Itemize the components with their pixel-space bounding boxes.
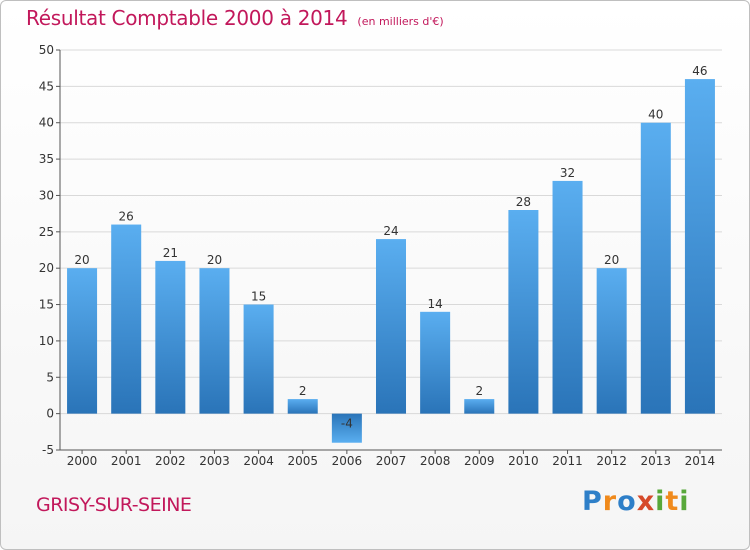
data-label-2006: -4 <box>341 417 353 431</box>
data-labels: 20 26 21 20 15 2 -4 24 14 2 28 32 20 40 46 <box>74 64 707 431</box>
data-label-2013: 40 <box>648 108 663 122</box>
y-tick-label: 50 <box>39 43 54 57</box>
bar-2012[interactable] <box>596 268 627 414</box>
logo-letter: i <box>679 486 690 517</box>
bar-2014[interactable] <box>684 79 715 414</box>
x-tick-label: 2007 <box>376 454 407 468</box>
y-tick-label: 35 <box>39 152 54 166</box>
x-tick-label: 2001 <box>111 454 142 468</box>
x-tick-label: 2014 <box>685 454 716 468</box>
y-tick-label: 20 <box>39 261 54 275</box>
data-label-2010: 28 <box>516 195 531 209</box>
y-tick-label: 45 <box>39 79 54 93</box>
y-tick-label: 10 <box>39 334 54 348</box>
bar-2003[interactable] <box>199 268 230 414</box>
bar-2002[interactable] <box>155 260 186 414</box>
logo-letter: x <box>636 486 656 517</box>
bar-2004[interactable] <box>243 304 274 414</box>
x-tick-label: 2003 <box>199 454 230 468</box>
proxiti-logo[interactable]: Proxiti <box>582 486 690 517</box>
x-tick-label: 2000 <box>67 454 98 468</box>
data-label-2012: 20 <box>604 253 619 267</box>
logo-letter: t <box>665 486 680 517</box>
x-tick-label: 2009 <box>464 454 495 468</box>
y-tick-label: 30 <box>39 188 54 202</box>
x-tick-label: 2002 <box>155 454 186 468</box>
y-tick-label: 5 <box>46 370 54 384</box>
data-label-2008: 14 <box>427 297 442 311</box>
bar-2007[interactable] <box>375 239 407 414</box>
x-tick-label: 2013 <box>641 454 672 468</box>
data-label-2004: 15 <box>251 290 266 304</box>
bar-2011[interactable] <box>552 180 583 414</box>
town-name: GRISY-SUR-SEINE <box>36 494 192 516</box>
x-tick-label: 2012 <box>596 454 627 468</box>
logo-letter: r <box>602 486 618 517</box>
y-tick-label: 0 <box>46 407 54 421</box>
logo-letter: i <box>655 486 666 517</box>
y-tick-label: 25 <box>39 225 54 239</box>
axes: -5 0 5 10 15 20 25 30 35 40 45 50 2000 2001 2002 2003 20… <box>39 43 722 468</box>
x-tick-label: 2008 <box>420 454 451 468</box>
bar-2000[interactable] <box>67 268 98 414</box>
chart-title: Résultat Comptable 2000 à 2014 <box>26 6 348 30</box>
bars <box>67 79 715 443</box>
x-tick-label: 2005 <box>287 454 318 468</box>
bar-2010[interactable] <box>508 210 539 414</box>
x-tick-label: 2006 <box>332 454 363 468</box>
data-label-2001: 26 <box>119 210 134 224</box>
logo-letter: o <box>617 486 637 517</box>
bar-2005[interactable] <box>287 399 318 414</box>
data-label-2002: 21 <box>163 246 178 260</box>
data-label-2014: 46 <box>692 64 707 78</box>
title-block: Résultat Comptable 2000 à 2014 (en millie… <box>26 6 444 30</box>
bar-2008[interactable] <box>420 311 451 414</box>
y-tick-label: 40 <box>39 116 54 130</box>
x-tick-label: 2004 <box>243 454 274 468</box>
data-label-2003: 20 <box>207 253 222 267</box>
x-tick-label: 2011 <box>552 454 583 468</box>
bar-2009[interactable] <box>464 399 495 414</box>
y-tick-label: 15 <box>39 298 54 312</box>
data-label-2005: 2 <box>299 384 307 398</box>
data-label-2000: 20 <box>74 253 89 267</box>
y-tick-label: -5 <box>42 443 54 457</box>
bar-2013[interactable] <box>640 122 671 414</box>
chart-subtitle: (en milliers d'€) <box>357 15 444 28</box>
data-label-2011: 32 <box>560 166 575 180</box>
x-tick-label: 2010 <box>508 454 539 468</box>
data-label-2009: 2 <box>475 384 483 398</box>
data-label-2007: 24 <box>383 224 398 238</box>
logo-letter: P <box>582 486 603 517</box>
bar-2001[interactable] <box>111 224 142 414</box>
bar-2006[interactable] <box>331 413 362 443</box>
